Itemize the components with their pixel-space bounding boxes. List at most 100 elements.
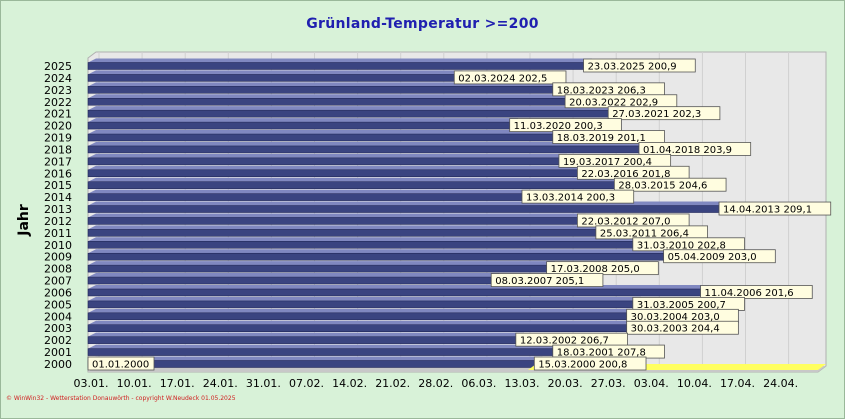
- bar-2017: [87, 153, 567, 166]
- x-tick-label: 27.03.: [591, 377, 626, 390]
- data-label-2016: 22.03.2016 201,8: [577, 165, 690, 180]
- bar-front-face: [87, 264, 547, 273]
- y-tick-2006: 2006: [44, 286, 72, 299]
- y-tick-2010: 2010: [44, 239, 72, 252]
- bar-front-face: [87, 121, 510, 130]
- bar-2005: [87, 296, 641, 309]
- bar-front-face: [87, 62, 584, 70]
- data-label-2023: 18.03.2023 206,3: [552, 82, 665, 96]
- y-tick-2020: 2020: [44, 120, 72, 133]
- data-label-box: [613, 177, 727, 192]
- data-label-text: 14.04.2013 209,1: [723, 205, 812, 216]
- x-tick-label: 24.04.: [763, 377, 798, 390]
- bar-2008: [87, 261, 555, 273]
- bar-front-face: [87, 336, 517, 344]
- bar-top-face: [88, 320, 635, 325]
- bar-front-face: [87, 360, 535, 368]
- data-label-text: 31.03.2005 200,7: [637, 300, 726, 311]
- data-label-2003: 30.03.2003 204,4: [626, 320, 739, 335]
- bar-top-face: [88, 177, 623, 182]
- bar-2025: [87, 58, 592, 70]
- bar-2020: [87, 118, 518, 130]
- bar-front-face: [87, 229, 597, 237]
- x-tick-label: 14.02.: [332, 377, 367, 390]
- chart-title: Grünland-Temperatur >=200: [306, 16, 539, 32]
- data-label-2021: 27.03.2021 202,3: [607, 106, 721, 121]
- data-label-text: 13.03.2014 200,3: [526, 193, 615, 204]
- bar-top-face: [88, 165, 586, 170]
- bar-top-face: [88, 249, 672, 254]
- bar-2001: [87, 344, 561, 356]
- x-tick-label: 17.01.: [160, 377, 195, 390]
- y-tick-2018: 2018: [44, 143, 72, 156]
- x-tick-label: 13.03.: [505, 377, 540, 390]
- data-label-box: [552, 130, 665, 144]
- bar-front-face: [87, 217, 578, 225]
- bar-top-face: [88, 261, 555, 266]
- data-label-text: 19.03.2017 200,4: [563, 157, 652, 168]
- data-label-text: 23.03.2025 200,9: [588, 62, 677, 73]
- bar-top-face: [88, 308, 635, 313]
- data-label-text: 17.03.2008 205,0: [551, 264, 640, 275]
- data-label-box: [607, 106, 721, 121]
- y-tick-2004: 2004: [44, 310, 72, 323]
- bar-front-face: [87, 193, 523, 201]
- x-tick-label: 20.03.: [548, 377, 583, 390]
- baseline-label-text: 01.01.2000: [92, 360, 149, 371]
- data-label-2009: 05.04.2009 203,0: [663, 249, 776, 263]
- bar-front-face: [87, 205, 720, 213]
- bar-top-face: [88, 356, 543, 361]
- bar-2012: [87, 213, 586, 225]
- bar-top-face: [88, 58, 592, 63]
- y-tick-2024: 2024: [44, 72, 72, 85]
- bar-2011: [87, 225, 604, 237]
- data-label-2013: 14.04.2013 209,1: [718, 201, 832, 216]
- x-tick-label: 17.04.: [720, 377, 755, 390]
- bar-2014: [87, 189, 530, 201]
- data-label-2010: 31.03.2010 202,8: [632, 237, 745, 251]
- bar-top-face: [88, 225, 604, 230]
- data-label-2019: 18.03.2019 201,1: [552, 130, 665, 144]
- data-label-text: 12.03.2002 206,7: [520, 336, 609, 347]
- y-tick-2012: 2012: [44, 215, 72, 228]
- data-label-2007: 08.03.2007 205,1: [490, 273, 604, 287]
- data-label-2004: 30.03.2004 203,0: [626, 308, 739, 323]
- y-tick-2005: 2005: [44, 298, 72, 311]
- bar-2016: [87, 165, 586, 178]
- data-label-text: 25.03.2011 206,4: [600, 228, 689, 239]
- bar-front-face: [87, 86, 554, 94]
- y-tick-2022: 2022: [44, 96, 72, 109]
- y-tick-2011: 2011: [44, 227, 72, 240]
- bar-top-face: [88, 153, 567, 158]
- bar-front-face: [87, 300, 634, 309]
- x-tick-label: 10.04.: [677, 377, 712, 390]
- x-tick-label: 24.01.: [203, 377, 238, 390]
- bar-top-face: [88, 141, 647, 146]
- data-label-2024: 02.03.2024 202,5: [453, 70, 567, 84]
- data-label-text: 11.03.2020 200,3: [514, 121, 603, 132]
- bar-front-face: [87, 181, 615, 189]
- y-tick-2021: 2021: [44, 108, 72, 121]
- bar-2007: [87, 273, 500, 285]
- bar-front-face: [87, 312, 627, 321]
- bar-top-face: [88, 82, 561, 87]
- x-tick-label: 06.03.: [461, 377, 496, 390]
- data-label-2014: 13.03.2014 200,3: [521, 189, 635, 204]
- data-label-2015: 28.03.2015 204,6: [613, 177, 727, 192]
- y-tick-2017: 2017: [44, 155, 72, 168]
- data-label-box: [490, 273, 604, 287]
- x-tick-label: 10.01.: [117, 377, 152, 390]
- data-label-box: [533, 356, 647, 371]
- bar-front-face: [87, 241, 634, 249]
- bar-2002: [87, 332, 524, 344]
- bar-front-face: [87, 133, 554, 142]
- bar-2009: [87, 249, 672, 261]
- bar-top-face: [88, 70, 463, 75]
- x-tick-label: 03.04.: [634, 377, 669, 390]
- data-label-text: 20.03.2022 202,9: [569, 97, 658, 108]
- y-tick-2009: 2009: [44, 251, 72, 264]
- data-label-text: 01.04.2018 203,9: [643, 145, 732, 156]
- bar-front-face: [87, 169, 578, 178]
- bar-front-face: [87, 98, 566, 106]
- bar-2019: [87, 130, 561, 142]
